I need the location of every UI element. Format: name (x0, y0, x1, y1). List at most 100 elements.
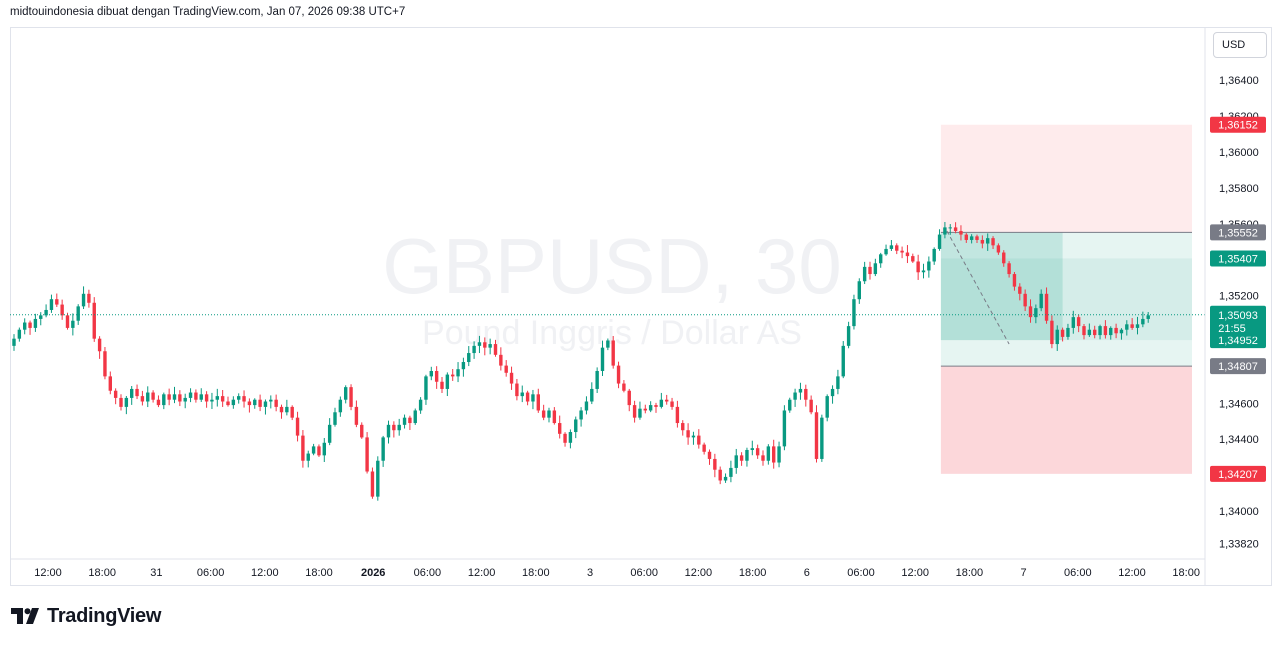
price-label-entry-line: 1,34807 (1210, 358, 1266, 375)
candle (686, 423, 690, 445)
candle (889, 240, 894, 251)
candle-body (729, 467, 733, 477)
candle-body (1141, 318, 1145, 325)
candle (1093, 325, 1097, 339)
price-axis[interactable]: 1,364001,362001,360001,358001,356001,352… (1210, 75, 1266, 550)
candle (397, 418, 401, 436)
candle-body (734, 455, 738, 468)
candle-body (707, 451, 712, 459)
candle-body (1060, 329, 1065, 337)
candle-body (231, 399, 236, 406)
candle-body (558, 423, 562, 434)
candle (472, 341, 476, 359)
candle (140, 390, 145, 406)
candle (429, 366, 433, 381)
candle (1044, 287, 1049, 324)
candle-body (178, 394, 182, 402)
candle-body (354, 406, 359, 425)
candle-body (1093, 329, 1097, 336)
trade-path-line (946, 230, 1010, 345)
candle-body (825, 396, 829, 418)
candle-body (461, 362, 466, 370)
candle-body (306, 453, 310, 461)
candle-body (81, 293, 86, 307)
candle (370, 467, 375, 499)
price-label-text: 1,35407 (1218, 253, 1258, 265)
candle (178, 390, 182, 407)
candle (509, 366, 514, 390)
candle (1039, 289, 1043, 312)
candle (290, 405, 294, 421)
candle (231, 396, 236, 409)
tradingview-brand[interactable]: TradingView (11, 603, 161, 629)
candle (809, 395, 813, 415)
candle (451, 368, 455, 381)
candle-body (1002, 252, 1006, 264)
candle-body (65, 315, 70, 328)
candle (750, 440, 754, 456)
time-tick-label: 2026 (361, 567, 385, 579)
candle (739, 452, 744, 466)
candle-body (611, 340, 615, 366)
candle-body (665, 399, 669, 402)
candle-body (402, 417, 407, 425)
candle-body (809, 399, 813, 413)
candle (879, 252, 883, 268)
candle (884, 244, 888, 256)
price-label-background (1210, 358, 1266, 375)
candle-body (862, 266, 867, 282)
candle-body (1023, 293, 1027, 307)
candle (365, 432, 369, 474)
candle (499, 347, 503, 371)
candle (242, 390, 246, 408)
candle (648, 401, 653, 413)
candle-body (975, 236, 979, 240)
candle-body (381, 437, 385, 461)
open-pnl-zone (940, 258, 1192, 341)
candle-body (360, 424, 364, 438)
candle-body (140, 396, 145, 402)
candle-body (536, 394, 540, 411)
candle (830, 385, 835, 404)
candle (226, 396, 230, 407)
currency-button[interactable]: USD (1213, 32, 1267, 58)
candle (862, 261, 867, 285)
candle-body (113, 390, 118, 398)
candle (1018, 283, 1022, 301)
candle (263, 399, 268, 415)
bar-countdown: 21:55 (1218, 323, 1246, 335)
candle-body (108, 376, 112, 391)
candle (376, 456, 380, 501)
candle-body (1130, 324, 1134, 328)
candle (723, 473, 728, 483)
candle-body (1103, 326, 1108, 336)
candle-body (804, 388, 808, 400)
candle-body (846, 326, 851, 346)
candle (718, 466, 722, 485)
time-tick-label: 06:00 (1064, 567, 1092, 579)
candle-body (397, 424, 401, 431)
candle-body (247, 401, 252, 406)
time-tick-label: 6 (804, 567, 810, 579)
time-axis[interactable]: 12:00 18:00 31 06:00 12:00 18:00 2026 06:00 12:0… (10, 27, 1206, 586)
candle-body (552, 410, 557, 424)
candle (247, 398, 252, 413)
candle-body (472, 345, 476, 354)
candle-body (392, 424, 396, 431)
candle (932, 247, 936, 265)
price-label-stop: 1,36152 (1210, 116, 1266, 133)
candle-body (1007, 263, 1011, 275)
candle (504, 360, 508, 377)
candle (697, 429, 701, 449)
candle-body (943, 227, 947, 235)
time-tick-label: 18:00 (522, 567, 550, 579)
time-tick-label: 7 (1021, 567, 1027, 579)
candle (311, 443, 316, 456)
candle (959, 225, 963, 241)
candle-body (525, 392, 530, 402)
candle-body (301, 435, 305, 461)
candle (402, 414, 407, 429)
candle (39, 312, 43, 326)
candle-body (504, 365, 508, 373)
